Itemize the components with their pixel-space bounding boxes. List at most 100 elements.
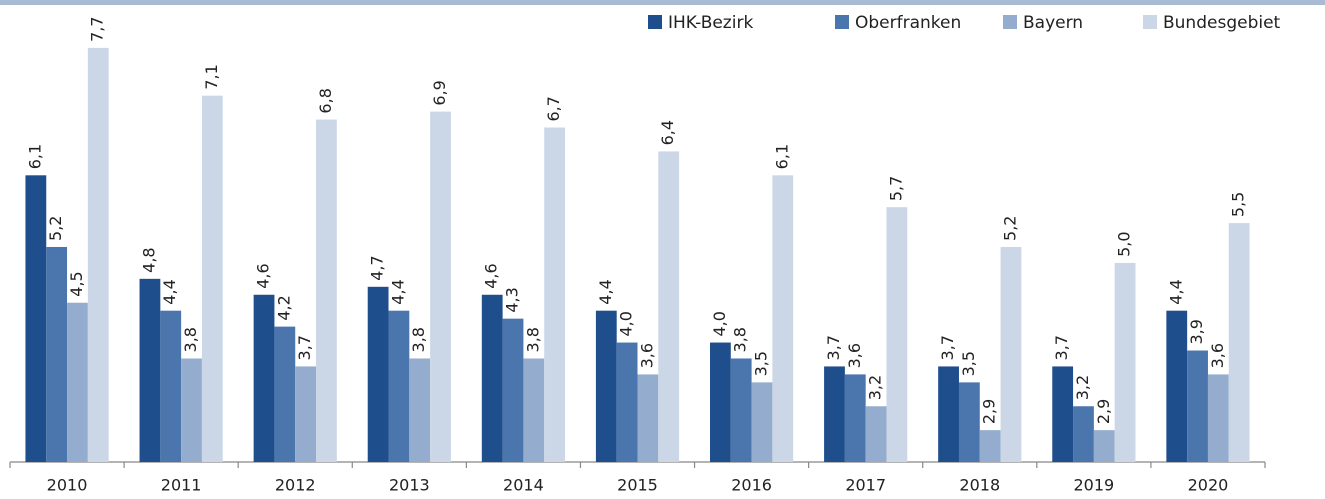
data-label: 4,8 (139, 247, 158, 272)
bar (367, 286, 389, 462)
data-label: 7,1 (202, 64, 221, 89)
bar (824, 366, 845, 462)
bar (637, 374, 659, 462)
data-label: 5,7 (886, 176, 905, 201)
x-tick-label: 2013 (389, 476, 430, 495)
data-label: 3,5 (959, 351, 978, 376)
data-label: 3,7 (295, 335, 314, 360)
bar (1228, 223, 1250, 462)
data-label: 6,7 (544, 96, 563, 121)
data-label: 3,8 (409, 327, 428, 352)
legend-swatch (1003, 15, 1017, 29)
legend-label: IHK-Bezirk (668, 13, 753, 33)
bar (502, 318, 524, 462)
data-label: 3,8 (731, 327, 750, 352)
bar (772, 175, 794, 463)
data-label: 6,1 (25, 144, 44, 169)
bar (316, 119, 337, 463)
x-tick-label: 2015 (617, 476, 658, 495)
data-label: 3,7 (1052, 335, 1071, 360)
data-label: 6,1 (772, 144, 791, 169)
bar (1073, 406, 1094, 462)
bar (1000, 246, 1022, 462)
x-tick-label: 2012 (275, 476, 316, 495)
data-label: 4,4 (160, 279, 179, 304)
bar (295, 366, 317, 462)
bar (958, 382, 980, 462)
legend-label: Oberfranken (855, 13, 961, 33)
data-label: 3,7 (938, 335, 957, 360)
data-label: 3,8 (181, 327, 200, 352)
top-band (0, 0, 1325, 5)
x-tick-label: 2019 (1074, 476, 1115, 495)
data-label: 3,6 (845, 343, 864, 368)
bar (595, 310, 617, 462)
bar (46, 246, 68, 462)
data-label: 4,0 (710, 311, 729, 336)
data-label: 4,6 (254, 263, 273, 288)
bar (1114, 262, 1136, 462)
bar (1093, 430, 1115, 462)
bar (544, 127, 566, 462)
bar (979, 430, 1001, 462)
bar (1052, 366, 1074, 462)
bar (938, 366, 959, 462)
data-label: 3,9 (1187, 319, 1206, 344)
bar (730, 358, 752, 462)
bar (844, 374, 866, 462)
x-tick-label: 2016 (731, 476, 772, 495)
bar (160, 310, 182, 462)
data-label: 3,7 (824, 335, 843, 360)
bar (1187, 350, 1208, 462)
data-label: 4,4 (1166, 279, 1185, 304)
bar (865, 406, 887, 462)
bar (616, 342, 638, 462)
x-tick-label: 2010 (47, 476, 88, 495)
bar (139, 278, 161, 462)
data-label: 4,5 (67, 271, 86, 296)
bar (253, 294, 275, 462)
data-label: 4,4 (596, 279, 615, 304)
x-tick-label: 2011 (161, 476, 202, 495)
bar (481, 294, 503, 462)
data-label: 6,8 (316, 88, 335, 113)
legend-swatch (648, 15, 662, 29)
bar (1166, 310, 1188, 462)
bar (87, 47, 109, 463)
data-label: 3,5 (751, 351, 770, 376)
data-label: 5,5 (1229, 192, 1248, 217)
data-label: 2,9 (980, 399, 999, 424)
x-tick-label: 2020 (1188, 476, 1229, 495)
bar (751, 382, 773, 462)
data-label: 5,0 (1115, 231, 1134, 256)
x-tick-label: 2017 (845, 476, 886, 495)
data-label: 6,4 (658, 120, 677, 145)
bar (430, 111, 451, 462)
data-label: 2,9 (1094, 399, 1113, 424)
legend-label: Bundesgebiet (1163, 13, 1281, 33)
data-label: 5,2 (46, 216, 65, 241)
data-label: 4,7 (368, 255, 387, 280)
legend-swatch (835, 15, 849, 29)
data-label: 5,2 (1000, 216, 1019, 241)
data-label: 4,0 (617, 311, 636, 336)
data-label: 3,2 (866, 375, 885, 400)
bar (409, 358, 431, 462)
data-label: 3,6 (1208, 343, 1227, 368)
x-tick-label: 2018 (959, 476, 1000, 495)
data-label: 6,9 (430, 80, 449, 105)
data-label: 4,2 (274, 295, 293, 320)
legend-swatch (1143, 15, 1157, 29)
bar (274, 326, 296, 462)
data-label: 3,2 (1073, 375, 1092, 400)
bar (67, 302, 88, 462)
bar (388, 310, 410, 462)
bar (201, 95, 223, 462)
bar (25, 175, 47, 463)
bar (1207, 374, 1229, 462)
bar (523, 358, 545, 462)
data-label: 4,3 (503, 287, 522, 312)
legend-label: Bayern (1023, 13, 1083, 33)
bar (709, 342, 731, 462)
